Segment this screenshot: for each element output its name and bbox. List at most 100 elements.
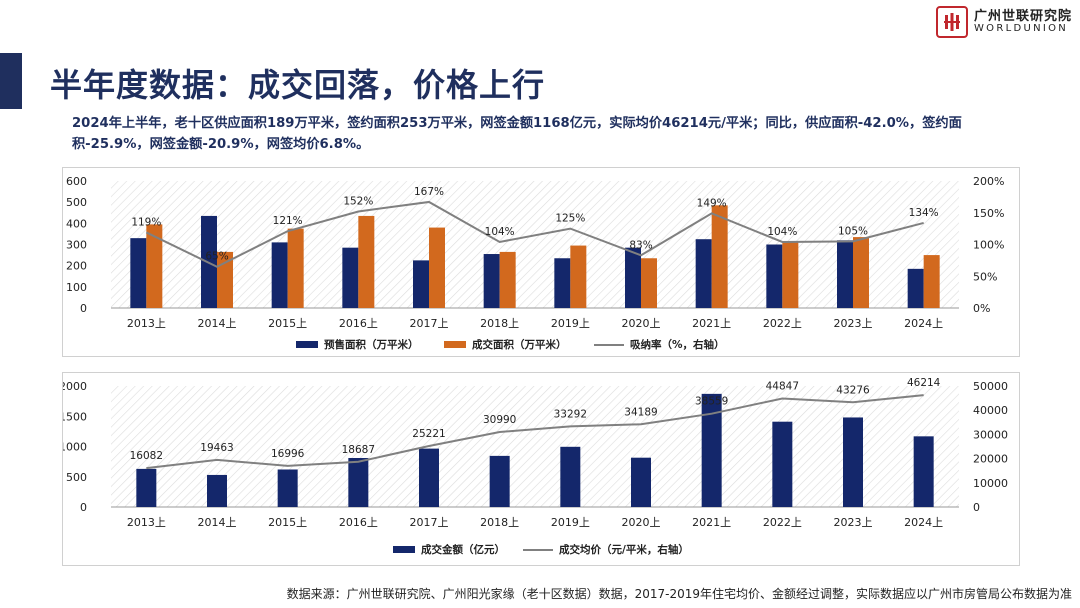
line-data-label: 83% — [629, 239, 652, 251]
y-right-tick-label: 40000 — [973, 404, 1008, 417]
legend-label: 成交金额（亿元） — [421, 543, 505, 556]
bar-primary — [348, 457, 369, 507]
line-data-label: 121% — [273, 215, 303, 227]
line-data-label: 44847 — [766, 380, 799, 392]
plot-area-background — [111, 386, 959, 507]
bar-secondary — [923, 255, 940, 308]
line-data-label: 125% — [555, 213, 585, 225]
line-data-label: 25221 — [412, 428, 445, 440]
bar-primary — [631, 457, 651, 507]
chart-area-absorption: 0 100 200 300 400 500 600 0% 50% 100% 150% 200% 2013… — [62, 167, 1020, 357]
y-left-tick-label: 0 — [80, 302, 87, 315]
line-data-label: 104% — [767, 226, 797, 238]
line-data-label: 30990 — [483, 414, 516, 426]
line-series — [146, 394, 924, 470]
y-left-tick-label: 400 — [66, 217, 87, 230]
bar-secondary — [429, 227, 445, 308]
company-logo: 广州世联研究院 WORLDUNION — [935, 5, 1072, 39]
line-data-label: 104% — [485, 226, 515, 238]
y-right-tick-label: 10000 — [973, 477, 1008, 490]
x-tick-label: 2017上 — [410, 317, 449, 330]
x-tick-label: 2018上 — [480, 516, 519, 529]
line-data-label: 105% — [838, 225, 868, 237]
x-tick-label: 2014上 — [198, 317, 237, 330]
legend-swatch-bar — [393, 546, 415, 553]
legend-label: 成交面积（万平米） — [472, 338, 567, 351]
bar-primary — [136, 468, 157, 507]
bar-primary — [701, 393, 722, 507]
bar-secondary — [499, 251, 516, 308]
bar-primary — [483, 254, 500, 308]
line-data-label: 18687 — [342, 444, 375, 456]
y-right-tick-label: 200% — [973, 175, 1004, 188]
y-right-tick-label: 30000 — [973, 428, 1008, 441]
y-left-tick-label: 1000 — [63, 441, 87, 454]
x-tick-label: 2024上 — [904, 516, 943, 529]
line-data-label: 33292 — [554, 408, 587, 420]
x-tick-label: 2021上 — [692, 516, 731, 529]
line-data-label: 119% — [131, 216, 161, 228]
x-tick-label: 2023上 — [834, 516, 873, 529]
bar-secondary — [711, 205, 728, 308]
bar-secondary — [782, 242, 799, 308]
bar-primary — [413, 260, 429, 308]
bar-secondary — [570, 245, 587, 308]
line-data-label: 167% — [414, 186, 444, 198]
line-data-label: 134% — [909, 207, 939, 219]
x-tick-label: 2022上 — [763, 516, 802, 529]
legend-swatch-bar — [444, 341, 466, 348]
legend-swatch-bar — [296, 341, 318, 348]
bar-primary — [695, 239, 712, 308]
page-title: 半年度数据：成交回落，价格上行 — [50, 66, 546, 104]
legend-label: 成交均价（元/平米，右轴） — [559, 543, 689, 556]
x-tick-label: 2022上 — [763, 317, 802, 330]
y-left-tick-label: 500 — [66, 196, 87, 209]
y-left-tick-label: 500 — [66, 471, 87, 484]
bar-primary — [342, 247, 359, 308]
y-left-tick-label: 100 — [66, 281, 87, 294]
line-data-label: 34189 — [624, 406, 657, 418]
plot-area-background — [111, 181, 959, 308]
x-tick-label: 2014上 — [198, 516, 237, 529]
chart-area-absorption-svg: 0 100 200 300 400 500 600 0% 50% 100% 150% 200% 2013… — [66, 175, 1004, 351]
x-tick-label: 2020上 — [622, 516, 661, 529]
bar-primary — [271, 242, 288, 308]
line-data-label: 16082 — [130, 450, 163, 462]
y-right-tick-label: 0 — [973, 501, 980, 514]
legend-label: 预售面积（万平米） — [324, 338, 419, 351]
line-series — [145, 200, 924, 268]
bar-secondary — [146, 224, 163, 308]
line-data-label: 19463 — [200, 442, 233, 454]
x-tick-label: 2016上 — [339, 317, 378, 330]
worldunion-logo-icon — [935, 6, 968, 38]
logo-english-name: WORLDUNION — [973, 22, 1069, 34]
bar-secondary — [853, 237, 869, 308]
line-data-label: 152% — [343, 195, 373, 207]
data-source-note: 数据来源：广州世联研究院、广州阳光家缘（老十区数据）数据，2017-2019年住… — [286, 587, 1072, 601]
bar-primary — [625, 247, 641, 308]
bar-secondary — [217, 251, 233, 308]
line-data-label: 65% — [205, 251, 228, 263]
x-tick-label: 2018上 — [480, 317, 519, 330]
y-left-tick-label: 200 — [66, 260, 87, 273]
y-left-tick-label: 0 — [80, 501, 87, 514]
y-left-tick-label: 600 — [66, 175, 87, 188]
y-left-tick-label: 300 — [66, 239, 87, 252]
x-tick-label: 2015上 — [268, 317, 307, 330]
bar-secondary — [287, 228, 304, 308]
y-right-tick-label: 150% — [973, 207, 1004, 220]
y-right-tick-label: 100% — [973, 239, 1004, 252]
x-tick-label: 2023上 — [834, 317, 873, 330]
summary-text: 2024年上半年，老十区供应面积189万平米，签约面积253万平米，网签金额11… — [72, 116, 962, 152]
y-right-tick-label: 20000 — [973, 453, 1008, 466]
line-data-label: 43276 — [836, 384, 870, 396]
x-tick-label: 2016上 — [339, 516, 378, 529]
bar-primary — [843, 417, 863, 507]
bar-primary — [772, 421, 793, 507]
bar-secondary — [358, 215, 375, 308]
bar-primary — [489, 455, 510, 507]
x-tick-label: 2020上 — [622, 317, 661, 330]
x-tick-label: 2015上 — [268, 516, 307, 529]
logo-chinese-name: 广州世联研究院 — [973, 8, 1072, 24]
x-tick-label: 2017上 — [410, 516, 449, 529]
